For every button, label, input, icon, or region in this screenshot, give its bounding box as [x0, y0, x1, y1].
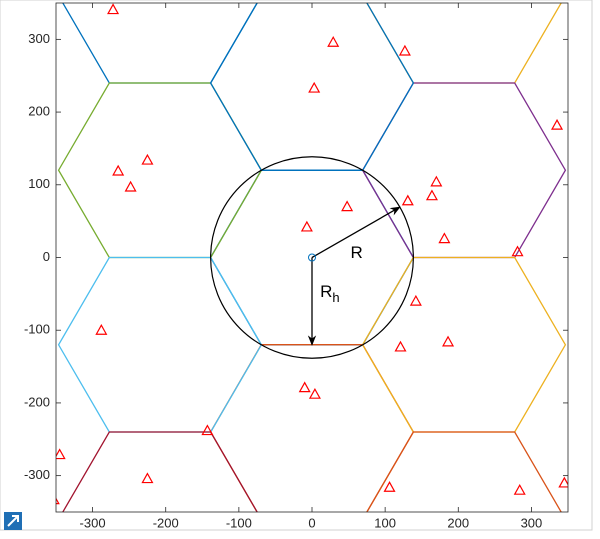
x-tick-label: 300 [521, 515, 543, 530]
cell-hexagon [366, 431, 562, 512]
x-tick-label: -300 [80, 515, 106, 530]
y-tick-label: -100 [24, 322, 50, 337]
user-marker [401, 194, 414, 206]
user-marker [141, 153, 154, 165]
user-marker [124, 180, 137, 192]
plot-area [56, 3, 568, 512]
user-marker [409, 294, 422, 306]
user-marker [56, 448, 66, 460]
y-tick-label: 200 [28, 104, 50, 119]
y-tick-label: -200 [24, 394, 50, 409]
user-marker [201, 424, 214, 436]
user-marker [430, 175, 443, 187]
y-tick-label: -300 [24, 467, 50, 482]
user-marker [383, 481, 396, 492]
radius-arrow [311, 206, 401, 259]
user-marker [300, 220, 313, 232]
user-marker [112, 164, 125, 176]
y-tick-label: 0 [43, 249, 50, 264]
user-marker [341, 200, 354, 212]
x-tick-label: 200 [447, 515, 469, 530]
user-marker [425, 189, 438, 201]
export-icon[interactable] [4, 512, 22, 530]
x-tick-label: -200 [153, 515, 179, 530]
user-marker [308, 81, 321, 93]
coverage-circle [210, 156, 414, 359]
user-marker [558, 476, 568, 488]
user-marker [442, 335, 455, 347]
x-tick-label: -100 [226, 515, 252, 530]
annotation: R [351, 243, 363, 262]
y-tick-label: 100 [28, 176, 50, 191]
user-marker [327, 36, 340, 47]
user-marker [308, 387, 321, 399]
base-station [308, 253, 316, 262]
annotation-main: R [320, 282, 332, 301]
x-tick-label: 100 [374, 515, 396, 530]
user-marker [107, 3, 120, 15]
user-marker [511, 245, 524, 257]
y-tick-label: 300 [28, 31, 50, 46]
user-marker [394, 340, 407, 352]
user-marker [141, 472, 154, 484]
user-marker [398, 44, 411, 56]
user-marker [298, 381, 311, 393]
figure-frame [0, 0, 593, 531]
annotation: Rh [320, 282, 340, 305]
x-tick-label: 0 [308, 515, 315, 530]
user-marker [95, 323, 108, 335]
user-marker [438, 232, 451, 244]
annotation-subscript: h [332, 290, 339, 305]
user-marker [513, 483, 526, 495]
user-marker [551, 118, 564, 130]
